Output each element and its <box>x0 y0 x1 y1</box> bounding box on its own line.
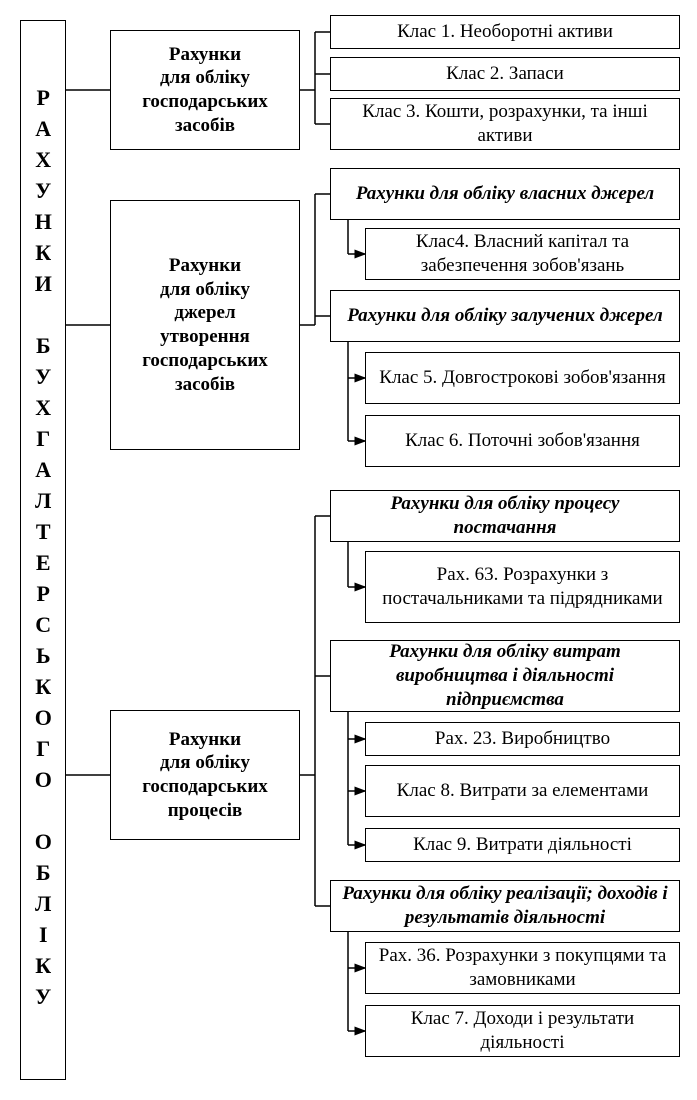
node-l5: Клас 5. Довгострокові зобов'язання <box>365 352 680 404</box>
node-l10: Клас 9. Витрати діяльності <box>365 828 680 862</box>
node-l11: Рах. 36. Розрахунки з покупцями та замов… <box>365 942 680 994</box>
node-s3: Рахунки для обліку процесу постачання <box>330 490 680 542</box>
node-l6: Клас 6. Поточні зобов'язання <box>365 415 680 467</box>
node-s5: Рахунки для обліку реалізації; доходів і… <box>330 880 680 932</box>
connector-layer <box>0 0 697 1100</box>
node-s4: Рахунки для обліку витрат виробництва і … <box>330 640 680 712</box>
mid-node-m3: Рахункидля облікугосподарськихпроцесів <box>110 710 300 840</box>
node-l7: Рах. 63. Розрахунки з постачальниками та… <box>365 551 680 623</box>
mid-node-m1: Рахункидля облікугосподарськихзасобів <box>110 30 300 150</box>
root-node: РАХУНКИ БУХГАЛТЕРСЬКОГО ОБЛІКУ <box>20 20 66 1080</box>
node-l8: Рах. 23. Виробництво <box>365 722 680 756</box>
node-l1: Клас 1. Необоротні активи <box>330 15 680 49</box>
node-l9: Клас 8. Витрати за елементами <box>365 765 680 817</box>
node-s2: Рахунки для обліку залучених джерел <box>330 290 680 342</box>
node-l4: Клас4. Власний капітал та забезпечення з… <box>365 228 680 280</box>
mid-node-m2: Рахункидля облікуджерелутвореннягосподар… <box>110 200 300 450</box>
node-l3: Клас 3. Кошти, розрахунки, та інші актив… <box>330 98 680 150</box>
node-l2: Клас 2. Запаси <box>330 57 680 91</box>
node-s1: Рахунки для обліку власних джерел <box>330 168 680 220</box>
node-l12: Клас 7. Доходи і результати діяльності <box>365 1005 680 1057</box>
